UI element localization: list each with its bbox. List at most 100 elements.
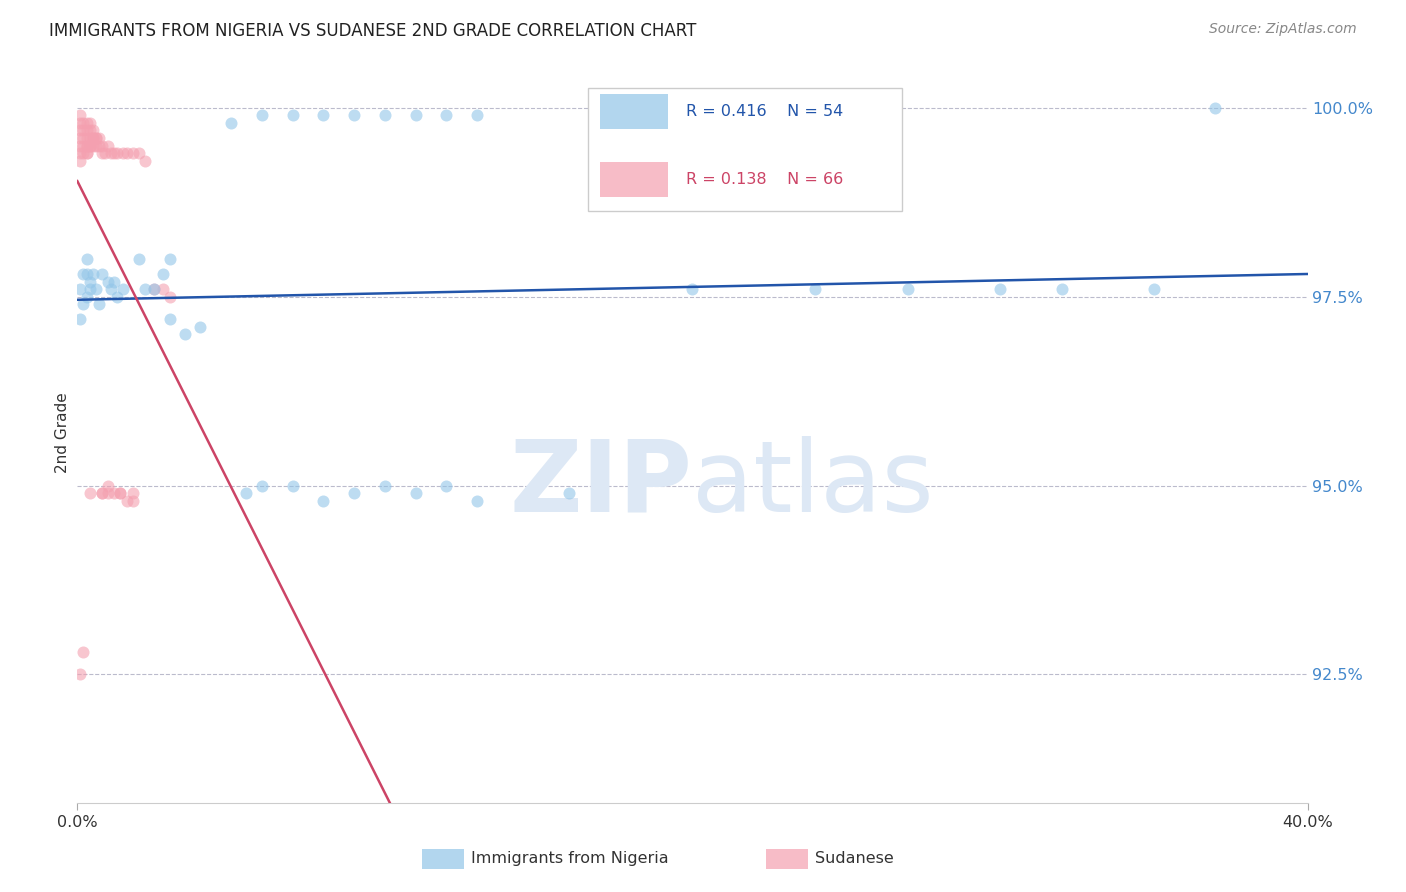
Point [103,275,125,289]
Point [110,486,132,500]
Point [72,116,94,130]
Point [804,282,827,296]
Y-axis label: 2nd Grade: 2nd Grade [55,392,70,473]
Point [76,131,98,145]
Point [69,282,91,296]
Point [128,146,150,161]
Point [79,486,101,500]
Point [82,123,104,137]
Point [76,138,98,153]
Point [87,131,110,145]
Text: Source: ZipAtlas.com: Source: ZipAtlas.com [1209,22,1357,37]
Point [72,267,94,281]
Point [143,282,166,296]
Point [69,146,91,161]
Point [343,486,366,500]
Point [159,252,181,266]
Point [72,645,94,659]
Point [72,131,94,145]
Point [72,297,94,311]
Point [69,667,91,681]
Point [82,138,104,153]
Point [82,267,104,281]
Point [76,123,98,137]
Point [97,275,120,289]
Point [79,282,101,296]
Point [82,131,104,145]
Point [69,312,91,326]
Point [76,146,98,161]
Text: ZIP: ZIP [509,436,693,533]
Point [281,108,304,122]
Point [134,282,156,296]
Point [90,486,114,500]
Point [436,478,458,492]
Point [1204,101,1226,115]
Point [465,493,488,508]
Point [115,493,138,508]
Point [152,282,174,296]
Point [174,327,197,342]
Point [105,146,128,161]
Point [69,153,91,168]
Point [90,486,114,500]
Point [79,131,101,145]
Point [134,153,156,168]
Point [374,108,396,122]
Point [103,486,125,500]
Point [405,108,427,122]
Point [250,108,273,122]
Point [84,131,107,145]
Point [72,123,94,137]
Point [105,290,128,304]
Point [100,146,122,161]
Point [69,131,91,145]
Point [79,138,101,153]
Point [465,108,488,122]
Point [69,116,91,130]
Point [79,116,101,130]
Point [897,282,920,296]
Point [97,138,120,153]
Point [79,123,101,137]
Point [87,138,110,153]
Point [72,138,94,153]
FancyBboxPatch shape [588,88,901,211]
Text: Sudanese: Sudanese [815,851,894,865]
Point [143,282,166,296]
Point [219,116,242,130]
Point [79,275,101,289]
Point [152,267,174,281]
Point [115,146,138,161]
Point [69,123,91,137]
Point [76,267,98,281]
Point [103,146,125,161]
Point [84,282,107,296]
Point [76,138,98,153]
Point [159,312,181,326]
Point [72,146,94,161]
Text: IMMIGRANTS FROM NIGERIA VS SUDANESE 2ND GRADE CORRELATION CHART: IMMIGRANTS FROM NIGERIA VS SUDANESE 2ND … [49,22,696,40]
Point [84,138,107,153]
Text: Immigrants from Nigeria: Immigrants from Nigeria [471,851,669,865]
Point [97,478,120,492]
Point [235,486,257,500]
Point [82,131,104,145]
Point [90,146,114,161]
Point [988,282,1011,296]
Point [159,290,181,304]
Point [128,252,150,266]
Point [374,478,396,492]
Point [343,108,366,122]
Point [112,282,135,296]
Point [405,486,427,500]
Point [112,146,135,161]
Text: R = 0.416    N = 54: R = 0.416 N = 54 [686,103,844,119]
FancyBboxPatch shape [600,94,668,129]
Point [100,282,122,296]
Text: R = 0.138    N = 66: R = 0.138 N = 66 [686,172,844,187]
Point [94,146,117,161]
Point [76,116,98,130]
Point [436,108,458,122]
Point [76,252,98,266]
